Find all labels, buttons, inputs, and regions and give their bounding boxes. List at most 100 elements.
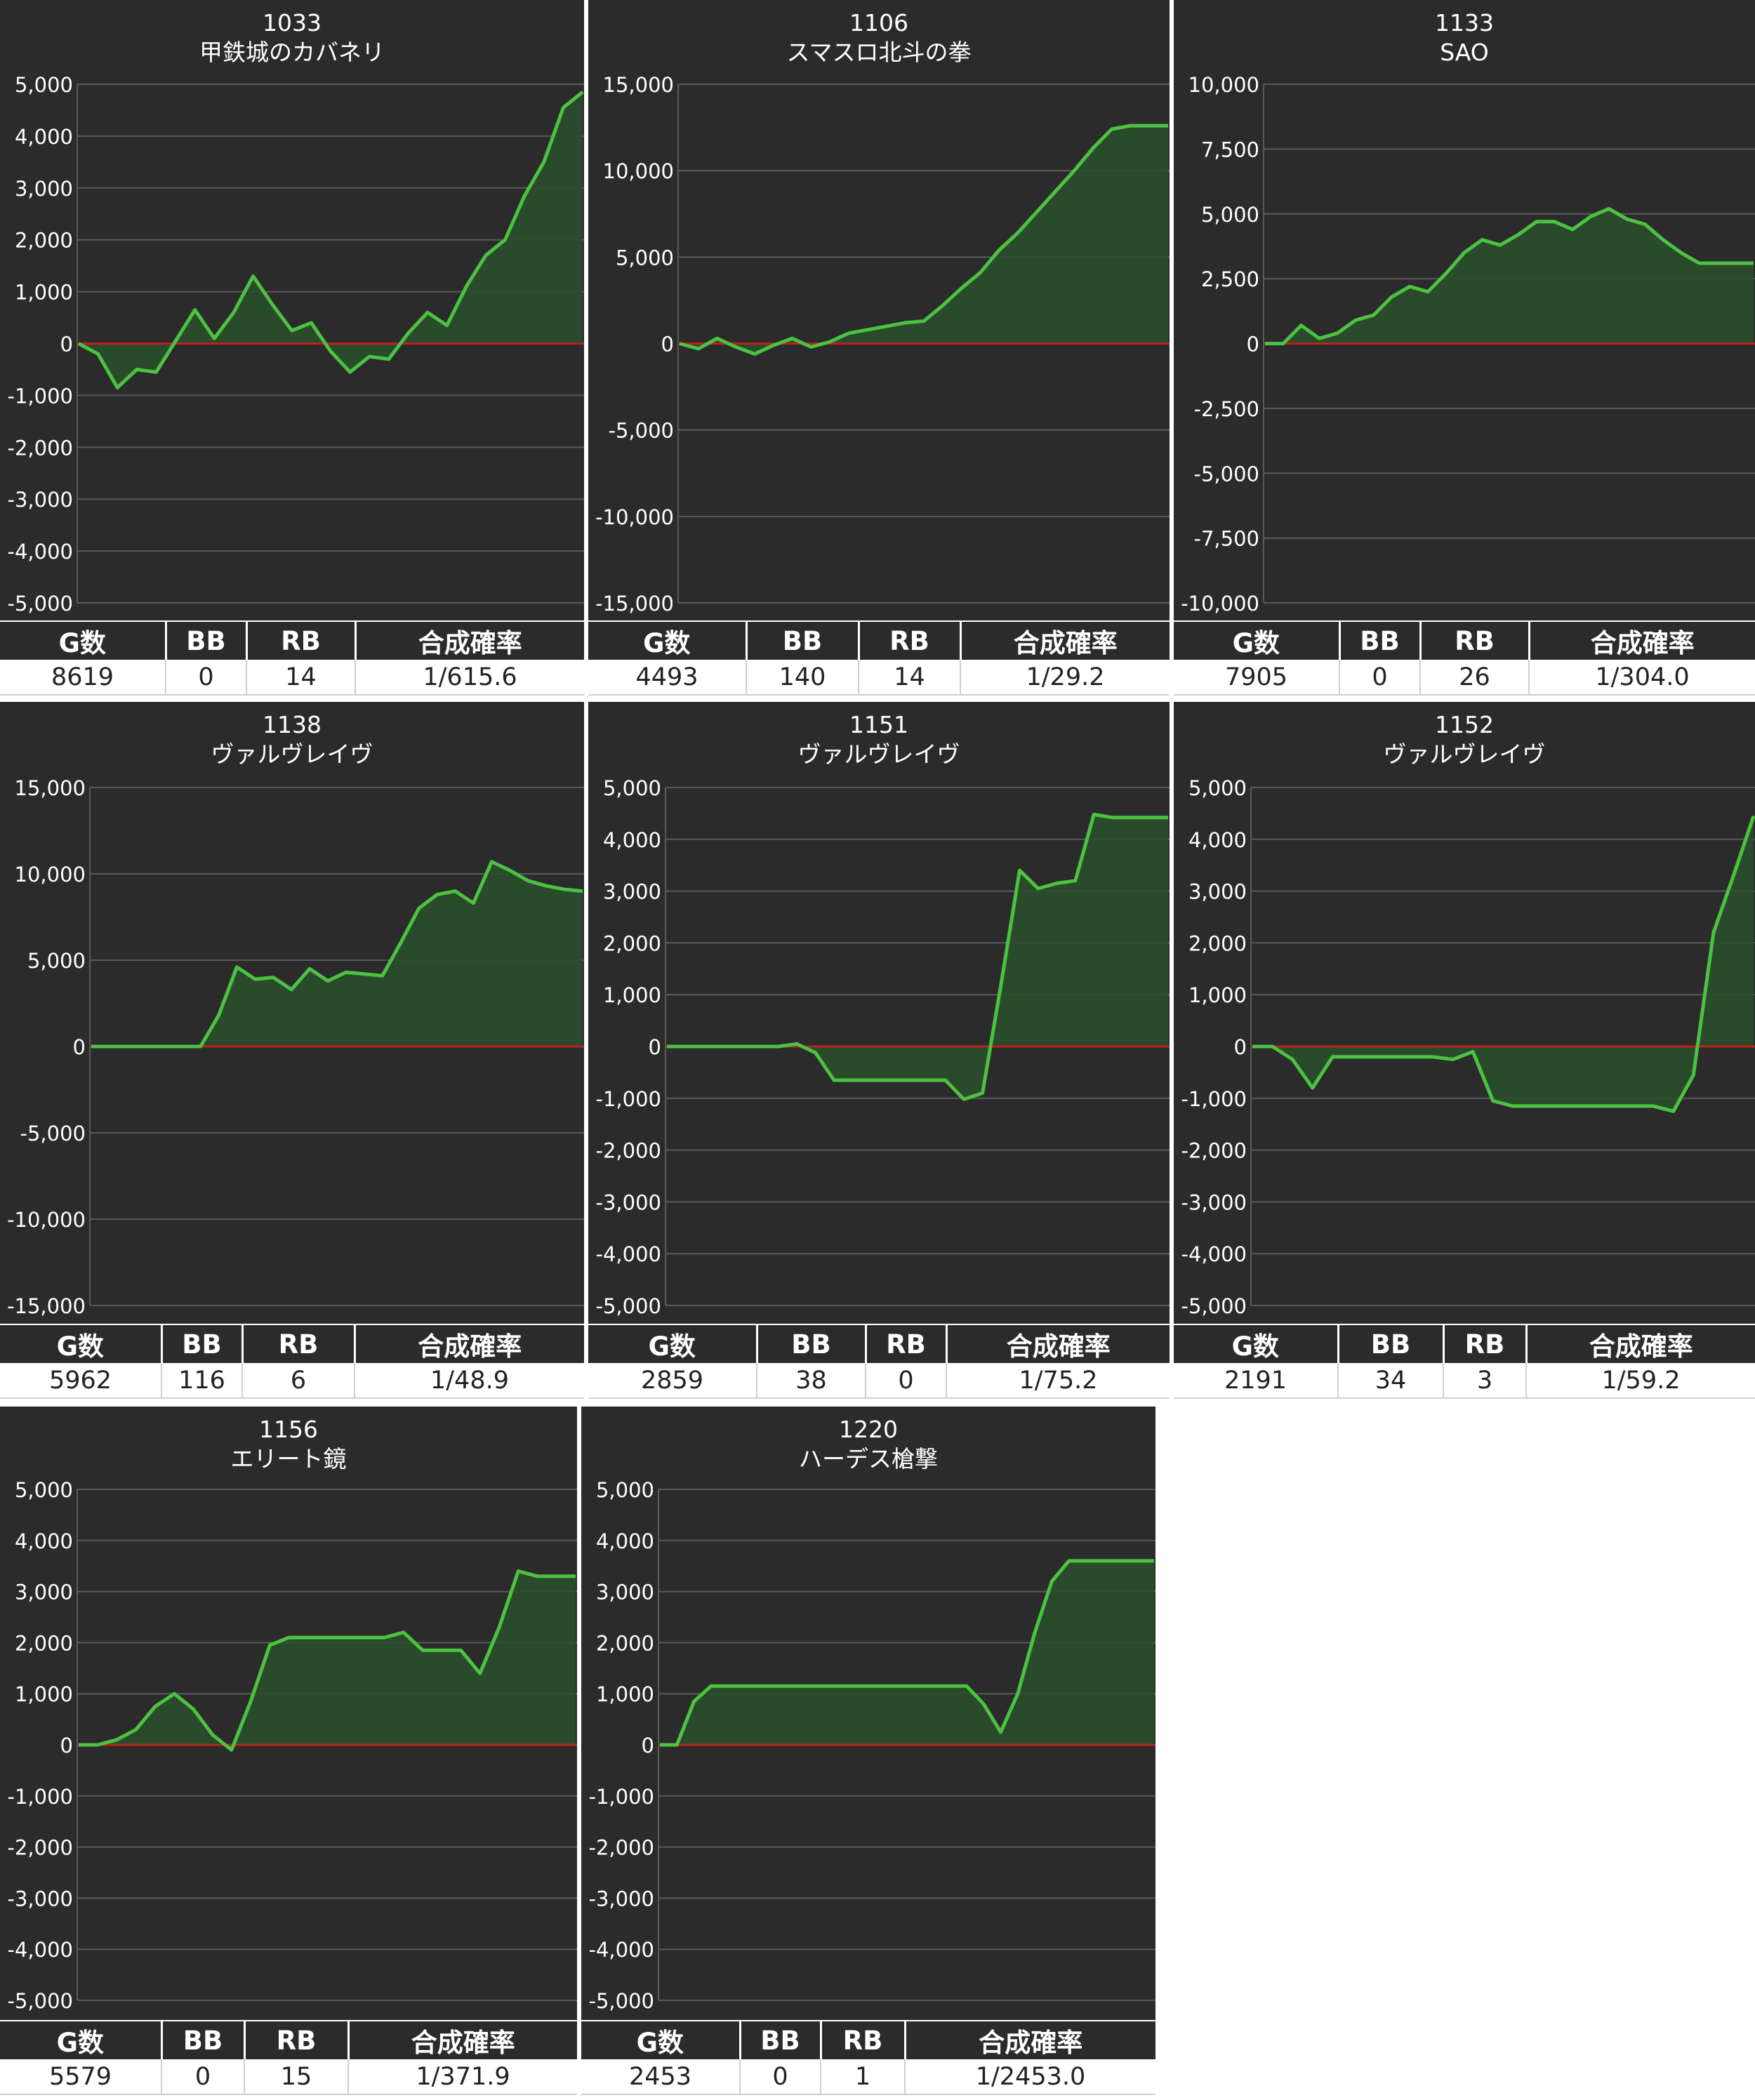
stat-bb: 38: [757, 1363, 866, 1399]
stat-g: 2859: [588, 1363, 757, 1399]
stat-g: 8619: [0, 660, 166, 696]
series-area: [1252, 816, 1754, 1112]
y-tick-label: -1,000: [8, 384, 74, 408]
y-tick-label: -1,000: [596, 1087, 662, 1111]
y-tick-label: 5,000: [616, 246, 674, 270]
chart-subtitle: ヴァルヴレイヴ: [797, 740, 960, 768]
stat-rb: 3: [1443, 1363, 1527, 1399]
y-tick-label: -5,000: [8, 1989, 74, 2013]
chart-area: 1156 エリート鏡 5,000 4,000 3,000 2,000 1,000 0 -1,00…: [0, 1407, 577, 2020]
header-bb: BB: [1338, 1325, 1445, 1363]
stat-g: 7905: [1174, 660, 1340, 696]
series-area: [1265, 208, 1754, 344]
header-bb: BB: [740, 2021, 822, 2059]
y-tick-label: 15,000: [603, 73, 674, 97]
y-tick-label: 2,000: [603, 931, 661, 955]
y-tick-label: 7,500: [1201, 138, 1259, 161]
y-tick-label: -4,000: [1181, 1242, 1247, 1266]
chart-subtitle: ハーデス槍撃: [799, 1445, 938, 1473]
header-bb: BB: [161, 1325, 244, 1363]
y-tick-label: 3,000: [1188, 880, 1247, 904]
chart-title: 1138: [263, 711, 322, 738]
y-tick-label: 2,000: [15, 1631, 73, 1655]
chart-area: 1220 ハーデス槍撃 5,000 4,000 3,000 2,000 1,000 0 -1,0…: [581, 1407, 1155, 2020]
chart-svg: 5,000 4,000 3,000 2,000 1,000 0 -1,000 -2,000 -3…: [8, 1478, 577, 2013]
header-rb: RB: [866, 1325, 948, 1363]
stats-table: G数 BB RB 合成確率 2191 34 3 1/59.2: [1174, 1325, 1755, 1399]
chart-area: 1151 ヴァルヴレイヴ 5,000 4,000 3,000 2,000 1,000 0 -1,…: [588, 702, 1170, 1324]
header-rb: RB: [821, 2021, 906, 2059]
y-tick-label: -5,000: [609, 419, 675, 443]
y-tick-label: 4,000: [15, 125, 73, 149]
header-g: G数: [0, 1325, 163, 1363]
stat-g: 4493: [588, 660, 747, 696]
stat-prob: 1/48.9: [355, 1363, 584, 1399]
stat-g: 5962: [0, 1363, 162, 1399]
y-tick-label: -10,000: [7, 1208, 86, 1232]
header-g: G数: [588, 1325, 758, 1363]
y-tick-label: 5,000: [596, 1478, 654, 1502]
y-tick-label: 3,000: [15, 1581, 73, 1604]
chart-title: 1152: [1435, 711, 1494, 738]
stat-rb: 15: [244, 2059, 349, 2095]
stat-g: 5579: [0, 2059, 162, 2095]
y-tick-label: 3,000: [603, 880, 661, 904]
series-area: [79, 92, 583, 388]
stat-g: 2191: [1174, 1363, 1339, 1399]
y-tick-label: 2,500: [1201, 267, 1259, 291]
y-tick-label: 2,000: [15, 229, 73, 253]
stat-bb: 0: [161, 2059, 245, 2095]
y-tick-label: 10,000: [1188, 73, 1259, 97]
y-tick-label: 1,000: [603, 983, 661, 1007]
header-prob: 合成確率: [1526, 1325, 1755, 1363]
y-tick-label: 15,000: [15, 776, 86, 800]
y-tick-label: 5,000: [603, 776, 661, 800]
chart-subtitle: ヴァルヴレイヴ: [1383, 740, 1546, 768]
chart-svg: 5,000 4,000 3,000 2,000 1,000 0 -1,000 -2,000 -3…: [589, 1478, 1155, 2013]
y-tick-label: -4,000: [596, 1242, 662, 1266]
y-tick-label: 0: [1247, 333, 1259, 357]
header-prob: 合成確率: [960, 622, 1170, 660]
header-bb: BB: [161, 2021, 246, 2059]
chart-subtitle: 甲鉄城のカバネリ: [199, 39, 385, 66]
chart-svg: 5,000 4,000 3,000 2,000 1,000 0 -1,000 -2,000 -3…: [596, 776, 1170, 1318]
y-tick-label: 1,000: [596, 1682, 654, 1706]
header-bb: BB: [757, 1325, 867, 1363]
series-line: [667, 812, 1168, 1101]
y-tick-label: -4,000: [8, 540, 74, 564]
chart-title: 1106: [849, 9, 908, 36]
stat-bb: 34: [1338, 1363, 1444, 1399]
chart-title: 1156: [259, 1416, 318, 1443]
stats-table: G数 BB RB 合成確率 7905 0 26 1/304.0: [1174, 622, 1755, 696]
y-tick-label: -10,000: [1181, 592, 1259, 616]
chart-svg: 5,000 4,000 3,000 2,000 1,000 0 -1,000 -2,000 -3…: [8, 73, 584, 616]
y-tick-label: 5,000: [15, 1478, 73, 1502]
series-area: [660, 1560, 1154, 1745]
y-tick-label: -7,500: [1194, 527, 1260, 551]
stat-rb: 26: [1420, 660, 1530, 696]
header-rb: RB: [1420, 622, 1530, 660]
chart-svg: 15,000 10,000 5,000 0 -5,000 -10,000 -15,000: [595, 73, 1170, 616]
header-prob: 合成確率: [348, 2021, 577, 2059]
series-line: [1252, 815, 1755, 1113]
y-tick-label: 4,000: [596, 1529, 654, 1553]
series-line: [1265, 206, 1754, 345]
y-tick-label: 1,000: [15, 1682, 73, 1706]
y-tick-label: 5,000: [1188, 776, 1247, 800]
header-rb: RB: [242, 1325, 356, 1363]
chart-panel-1156: 1156 エリート鏡 5,000 4,000 3,000 2,000 1,000 0 -1,00…: [0, 1407, 577, 2097]
chart-area: 1133 SAO 10,000 7,500 5,000 2,500 0 -2,500 -5,00…: [1174, 0, 1755, 620]
chart-subtitle: ヴァルヴレイヴ: [211, 740, 373, 768]
stat-bb: 0: [1339, 660, 1421, 696]
y-tick-label: -4,000: [589, 1938, 655, 1962]
stat-rb: 6: [242, 1363, 355, 1399]
stat-prob: 1/2453.0: [905, 2059, 1155, 2095]
y-tick-label: 0: [642, 1734, 654, 1757]
y-tick-label: -5,000: [589, 1989, 655, 2013]
y-tick-label: 0: [60, 333, 73, 357]
header-prob: 合成確率: [1529, 622, 1755, 660]
header-rb: RB: [246, 622, 357, 660]
y-tick-label: -15,000: [7, 1294, 86, 1318]
stat-rb: 1: [821, 2059, 906, 2095]
stats-table: G数 BB RB 合成確率 4493 140 14 1/29.2: [588, 622, 1170, 696]
